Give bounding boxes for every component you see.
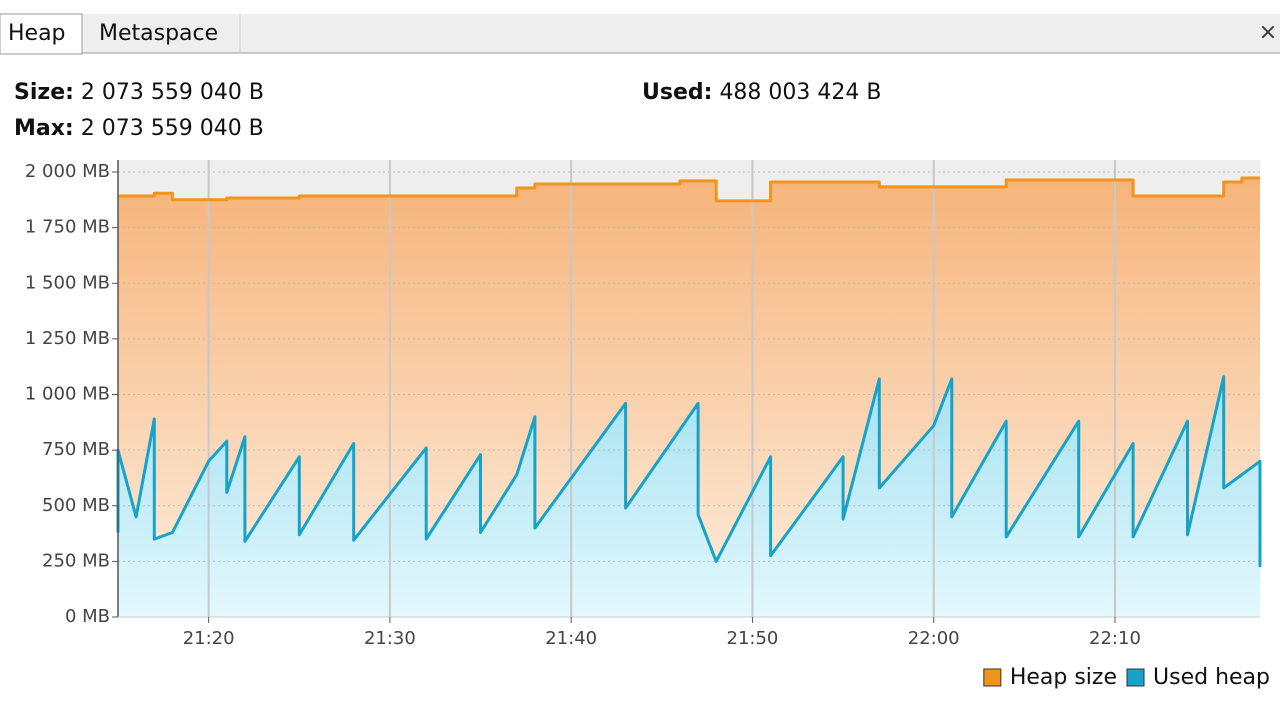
y-tick-label: 750 MB — [42, 439, 110, 460]
close-button[interactable]: × — [1259, 20, 1277, 45]
stat: Size: 2 073 559 040 B — [14, 80, 264, 105]
y-tick-label: 1 250 MB — [25, 328, 110, 349]
y-tick-label: 1 750 MB — [25, 217, 110, 238]
tab[interactable]: Heap — [8, 21, 66, 46]
line — [116, 375, 1262, 568]
x-tick-label: 22:10 — [1089, 628, 1141, 649]
y-tick-label: 2 000 MB — [25, 161, 110, 182]
x-tick-label: 21:30 — [364, 628, 416, 649]
y-tick-label: 1 000 MB — [25, 384, 110, 405]
x-tick-label: 21:40 — [545, 628, 597, 649]
legend-label: Heap size — [1010, 665, 1117, 690]
y-tick-label: 500 MB — [42, 495, 110, 516]
legend-label: Used heap — [1153, 665, 1270, 690]
legend-swatch — [1126, 668, 1145, 687]
x-tick-label: 21:20 — [183, 628, 235, 649]
stat-value: 488 003 424 B — [719, 80, 881, 105]
stat-label: Used: — [642, 80, 712, 105]
tab-bar — [0, 14, 1280, 53]
stat-value: 2 073 559 040 B — [81, 80, 264, 105]
stat: Max: 2 073 559 040 B — [14, 116, 264, 141]
stat-label: Size: — [14, 80, 74, 105]
tab-selected[interactable] — [0, 13, 83, 55]
y-tick-label: 250 MB — [42, 550, 110, 571]
legend-swatch — [983, 668, 1002, 687]
stat-value: 2 073 559 040 B — [81, 116, 264, 141]
line — [118, 176, 1260, 203]
x-tick-label: 21:50 — [727, 628, 779, 649]
area — [118, 376, 1260, 617]
x-tick-label: 22:00 — [908, 628, 960, 649]
stat-label: Max: — [14, 116, 74, 141]
tab[interactable]: Metaspace — [99, 21, 218, 46]
y-tick-label: 1 500 MB — [25, 272, 110, 293]
stat: Used: 488 003 424 B — [642, 80, 881, 105]
y-tick-label: 0 MB — [65, 606, 110, 627]
